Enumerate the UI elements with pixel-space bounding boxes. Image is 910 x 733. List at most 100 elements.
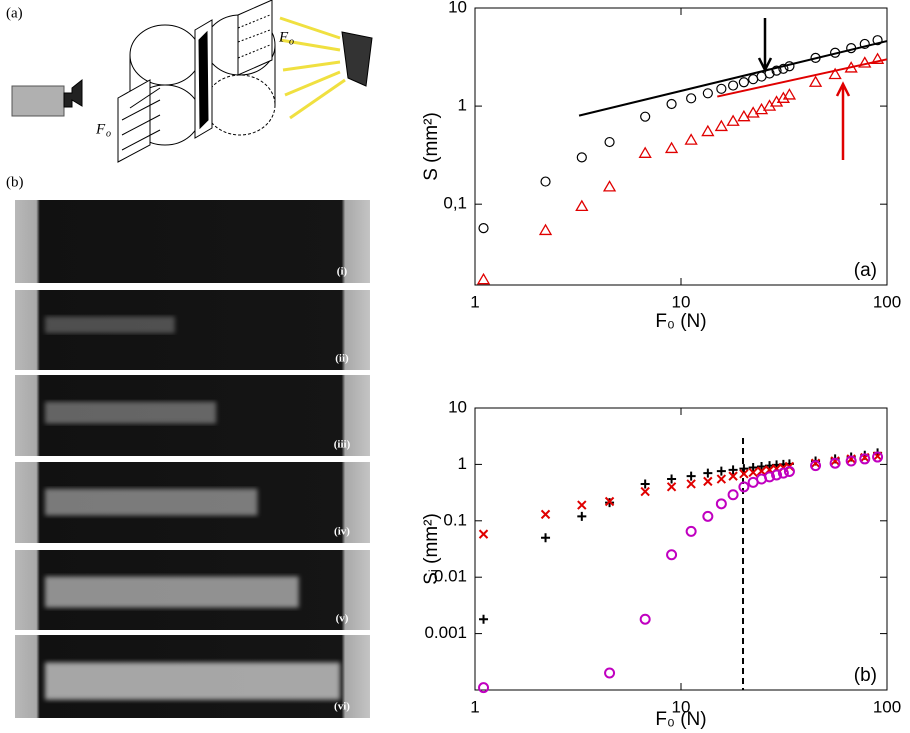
data-point xyxy=(476,272,491,285)
data-point xyxy=(577,500,587,510)
data-point xyxy=(640,111,651,122)
data-point xyxy=(538,223,553,236)
y-tick-label: 0.1 xyxy=(443,510,467,529)
data-point xyxy=(771,469,783,481)
data-point xyxy=(828,67,842,80)
data-point xyxy=(784,61,795,72)
data-point xyxy=(684,133,698,145)
data-point xyxy=(685,525,697,537)
data-point xyxy=(666,549,678,561)
x-tick-label: 10 xyxy=(672,697,691,716)
data-point xyxy=(714,119,728,132)
data-point xyxy=(639,613,651,625)
data-point xyxy=(771,65,782,76)
data-point xyxy=(739,469,749,479)
data-point xyxy=(738,77,750,88)
data-point xyxy=(664,141,679,154)
data-point xyxy=(859,453,871,465)
force-subscript: o xyxy=(289,36,294,47)
arrow xyxy=(835,81,851,160)
data-point xyxy=(829,457,841,469)
y-axis-label: S (mm²) xyxy=(421,112,442,181)
camera-lens xyxy=(63,78,83,108)
data-point xyxy=(870,52,885,64)
data-point xyxy=(845,455,857,467)
data-point xyxy=(686,479,696,489)
data-point xyxy=(577,511,587,521)
x-tick-label: 10 xyxy=(672,292,691,311)
data-point xyxy=(604,667,616,679)
panel-annotation: (b) xyxy=(854,665,877,686)
force-subscript: o xyxy=(106,128,111,139)
strip-label: (iv) xyxy=(334,526,350,538)
force-label: F xyxy=(278,29,289,45)
data-point xyxy=(757,461,767,471)
contact-band xyxy=(45,488,258,516)
data-point xyxy=(746,106,760,118)
data-point xyxy=(479,614,489,624)
data-point xyxy=(638,146,652,158)
data-point xyxy=(782,88,797,100)
data-point xyxy=(640,486,650,497)
panel-annotation: (a) xyxy=(854,260,877,281)
data-point xyxy=(872,35,883,46)
photo-strips: (i) (ii) (iii) (iv) (v) (vi) xyxy=(15,200,370,718)
x-tick-label: 1 xyxy=(470,292,479,311)
strip-label: (iii) xyxy=(334,439,351,451)
data-point xyxy=(844,61,858,73)
plot-frame xyxy=(474,407,888,691)
data-point xyxy=(769,95,784,107)
photo-strip xyxy=(15,200,370,283)
data-point xyxy=(830,456,840,466)
contact-band xyxy=(45,662,340,700)
data-point xyxy=(702,88,713,99)
contact-band xyxy=(45,401,217,424)
data-point xyxy=(604,496,615,507)
data-point xyxy=(756,466,767,476)
data-point xyxy=(872,451,884,463)
data-point xyxy=(604,136,615,148)
data-point xyxy=(858,56,872,68)
fit-line xyxy=(717,58,888,98)
data-point xyxy=(727,489,739,501)
panel-label: (b) xyxy=(6,174,24,190)
data-point xyxy=(666,482,677,492)
y-tick-label: 1 xyxy=(458,454,467,473)
data-point xyxy=(728,465,738,475)
data-point xyxy=(762,99,777,111)
panel-label: (a) xyxy=(6,5,23,21)
y-tick-label: 10 xyxy=(448,397,467,416)
data-point xyxy=(778,63,789,74)
data-point xyxy=(810,458,821,468)
data-point xyxy=(703,476,713,487)
camera xyxy=(11,85,65,117)
strip-label: (v) xyxy=(336,613,349,625)
data-point xyxy=(701,124,715,137)
data-point xyxy=(715,498,727,510)
data-point xyxy=(540,509,551,520)
y-axis-label: Sᵢ (mm²) xyxy=(421,513,442,585)
data-point xyxy=(640,479,650,489)
diagram xyxy=(11,0,373,163)
strip-label: (ii) xyxy=(335,353,349,365)
data-point xyxy=(748,467,758,478)
data-point xyxy=(810,52,821,63)
cylinder-end xyxy=(204,74,276,136)
strip-label: (vi) xyxy=(334,701,350,713)
plot-frame xyxy=(474,7,888,286)
data-point xyxy=(686,93,697,104)
arrow xyxy=(757,18,773,73)
y-tick-label: 10 xyxy=(448,0,467,16)
data-point xyxy=(728,471,738,481)
data-point xyxy=(764,471,776,483)
data-point xyxy=(478,223,489,234)
data-point xyxy=(810,460,822,472)
data-point xyxy=(764,68,775,79)
data-point xyxy=(703,468,713,478)
cylinder-end xyxy=(129,24,201,86)
data-point xyxy=(783,465,795,477)
lamp xyxy=(341,31,373,87)
data-point xyxy=(748,74,759,85)
contact-band xyxy=(45,316,175,334)
